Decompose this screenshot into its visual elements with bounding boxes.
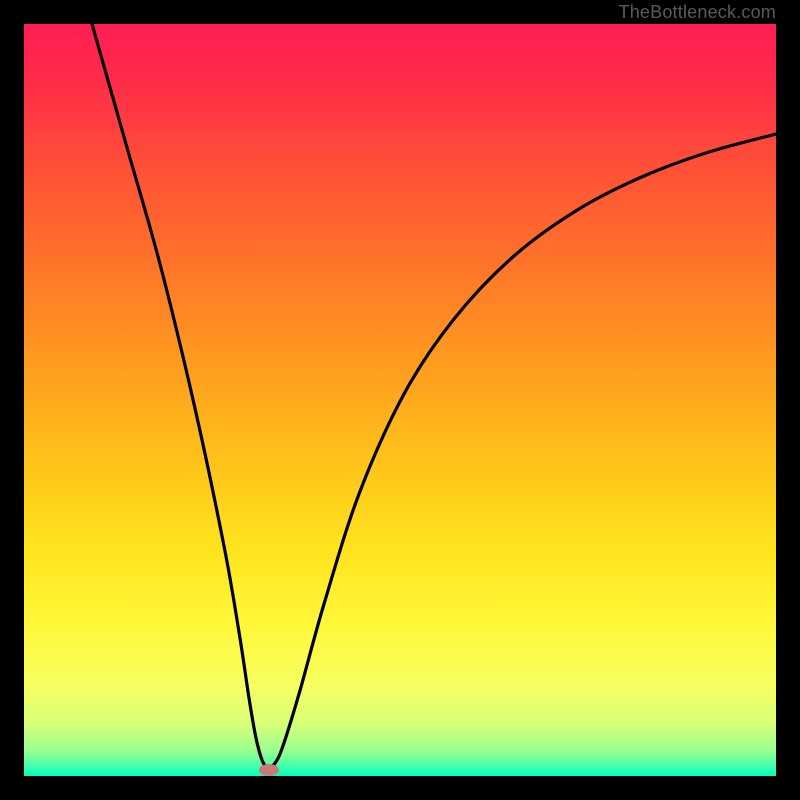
minimum-marker <box>259 764 279 776</box>
chart-frame: TheBottleneck.com <box>0 0 800 800</box>
watermark-text: TheBottleneck.com <box>619 2 776 23</box>
plot-svg <box>24 24 776 776</box>
plot-area <box>24 24 776 776</box>
